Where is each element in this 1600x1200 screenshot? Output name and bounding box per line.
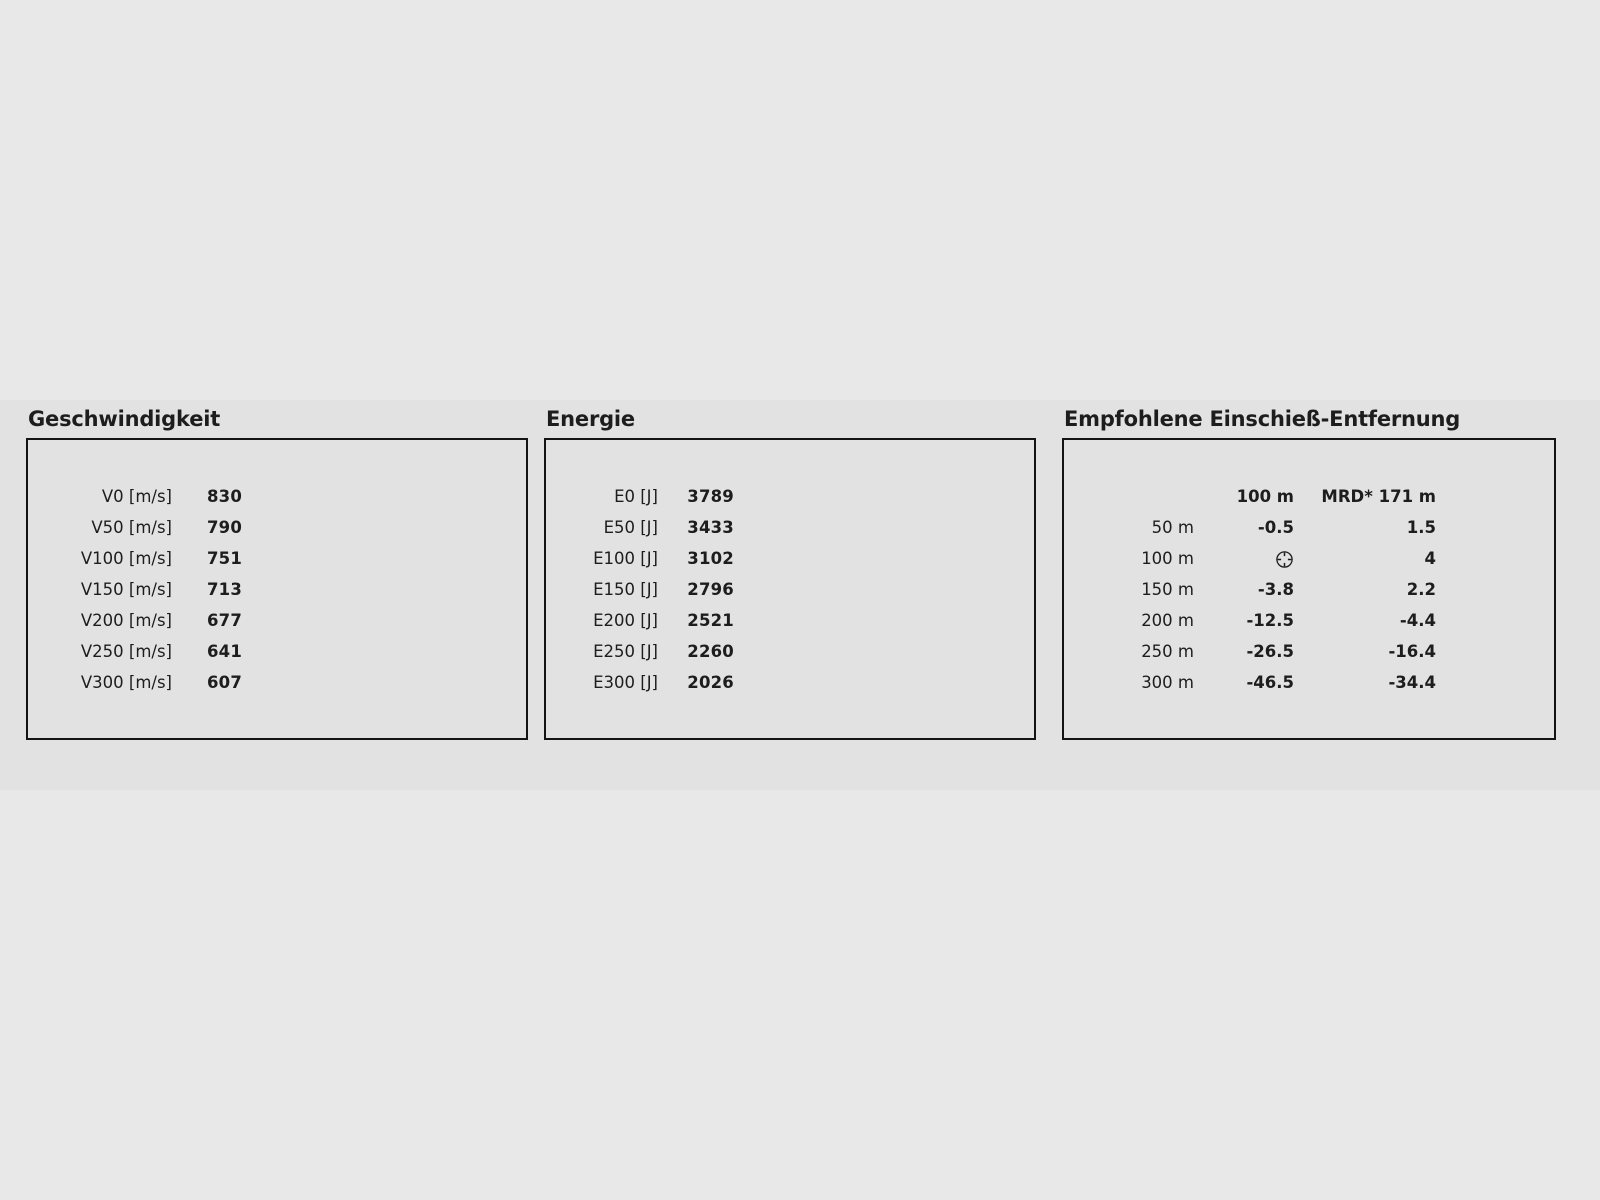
velocity-table-body: V0 [m/s] 830 V50 [m/s] 790 V100 [m/s] 75… (68, 481, 242, 698)
velocity-value: 641 (206, 642, 242, 661)
zero-100m-value: -46.5 (1246, 673, 1294, 692)
panel-energy-title: Energie (546, 407, 635, 431)
crosshair-icon (1275, 550, 1294, 569)
zero-distance-label: 200 m (1141, 611, 1194, 630)
table-row: V100 [m/s] 751 (68, 543, 242, 574)
table-row: E250 [J] 2260 (558, 636, 734, 667)
zero-distance-table-head: 100 m MRD* 171 m (1094, 481, 1436, 512)
zero-header-mrd: MRD* 171 m (1321, 487, 1436, 506)
velocity-value: 677 (206, 611, 242, 630)
zero-100m-value: -0.5 (1257, 518, 1294, 537)
velocity-table: V0 [m/s] 830 V50 [m/s] 790 V100 [m/s] 75… (68, 481, 242, 698)
table-row: E0 [J] 3789 (558, 481, 734, 512)
table-row: E50 [J] 3433 (558, 512, 734, 543)
energy-label: E50 [J] (603, 518, 658, 537)
velocity-value: 713 (206, 580, 242, 599)
velocity-value: 607 (206, 673, 242, 692)
energy-value: 3433 (687, 518, 734, 537)
energy-value: 2260 (687, 642, 734, 661)
zero-distance-label: 250 m (1141, 642, 1194, 661)
zero-mrd-value: -4.4 (1399, 611, 1436, 630)
panel-velocity: Geschwindigkeit V0 [m/s] 830 V50 [m/s] 7… (26, 400, 528, 740)
velocity-label: V150 [m/s] (80, 580, 172, 599)
energy-label: E100 [J] (593, 549, 658, 568)
velocity-label: V0 [m/s] (101, 487, 172, 506)
table-row: V50 [m/s] 790 (68, 512, 242, 543)
zero-mrd-value: 1.5 (1406, 518, 1436, 537)
panel-energy-box: E0 [J] 3789 E50 [J] 3433 E100 [J] 3102 E… (544, 438, 1036, 740)
zero-distance-label: 50 m (1151, 518, 1194, 537)
ballistics-data-band: Geschwindigkeit V0 [m/s] 830 V50 [m/s] 7… (0, 400, 1600, 790)
zero-100m-value (1194, 543, 1294, 574)
energy-label: E0 [J] (614, 487, 658, 506)
energy-table: E0 [J] 3789 E50 [J] 3433 E100 [J] 3102 E… (558, 481, 734, 698)
table-row: 200 m -12.5 -4.4 (1094, 605, 1436, 636)
panel-velocity-box: V0 [m/s] 830 V50 [m/s] 790 V100 [m/s] 75… (26, 438, 528, 740)
zero-mrd-value: -16.4 (1388, 642, 1436, 661)
panel-zero-distance-title: Empfohlene Einschieß-Entfernung (1064, 407, 1461, 431)
zero-mrd-value: 2.2 (1406, 580, 1436, 599)
panel-energy: Energie E0 [J] 3789 E50 [J] 3433 E100 [J… (544, 400, 1036, 740)
zero-distance-label: 300 m (1141, 673, 1194, 692)
zero-distance-label: 150 m (1141, 580, 1194, 599)
zero-100m-value: -12.5 (1246, 611, 1294, 630)
energy-value: 2026 (687, 673, 734, 692)
table-row: V150 [m/s] 713 (68, 574, 242, 605)
panel-zero-distance-box: 100 m MRD* 171 m 50 m -0.5 1.5 100 m (1062, 438, 1556, 740)
table-row: V300 [m/s] 607 (68, 667, 242, 698)
velocity-label: V100 [m/s] (80, 549, 172, 568)
velocity-label: V200 [m/s] (80, 611, 172, 630)
zero-mrd-value: -34.4 (1388, 673, 1436, 692)
panel-velocity-title: Geschwindigkeit (28, 407, 221, 431)
energy-value: 3102 (687, 549, 734, 568)
table-row: 100 m (1094, 543, 1436, 574)
zero-100m-value: -26.5 (1246, 642, 1294, 661)
table-row: V250 [m/s] 641 (68, 636, 242, 667)
zero-distance-label: 100 m (1141, 549, 1194, 568)
table-row: E150 [J] 2796 (558, 574, 734, 605)
zero-100m-value: -3.8 (1257, 580, 1294, 599)
energy-table-body: E0 [J] 3789 E50 [J] 3433 E100 [J] 3102 E… (558, 481, 734, 698)
energy-label: E200 [J] (593, 611, 658, 630)
table-row: E100 [J] 3102 (558, 543, 734, 574)
zero-header-100m: 100 m (1236, 487, 1294, 506)
zero-mrd-value: 4 (1424, 549, 1436, 568)
zero-header-distance (1094, 481, 1194, 512)
table-row: V0 [m/s] 830 (68, 481, 242, 512)
energy-value: 2796 (687, 580, 734, 599)
energy-label: E300 [J] (593, 673, 658, 692)
table-row: 250 m -26.5 -16.4 (1094, 636, 1436, 667)
velocity-label: V300 [m/s] (80, 673, 172, 692)
panel-zero-distance: Empfohlene Einschieß-Entfernung 100 m MR… (1062, 400, 1556, 740)
velocity-value: 790 (206, 518, 242, 537)
table-row: E300 [J] 2026 (558, 667, 734, 698)
zero-distance-table: 100 m MRD* 171 m 50 m -0.5 1.5 100 m (1094, 481, 1436, 698)
energy-value: 2521 (687, 611, 734, 630)
velocity-value: 830 (206, 487, 242, 506)
velocity-label: V50 [m/s] (91, 518, 172, 537)
energy-label: E150 [J] (593, 580, 658, 599)
zero-distance-table-body: 50 m -0.5 1.5 100 m (1094, 512, 1436, 698)
velocity-label: V250 [m/s] (80, 642, 172, 661)
table-row: 150 m -3.8 2.2 (1094, 574, 1436, 605)
table-header-row: 100 m MRD* 171 m (1094, 481, 1436, 512)
table-row: 50 m -0.5 1.5 (1094, 512, 1436, 543)
table-row: V200 [m/s] 677 (68, 605, 242, 636)
velocity-value: 751 (206, 549, 242, 568)
table-row: E200 [J] 2521 (558, 605, 734, 636)
energy-label: E250 [J] (593, 642, 658, 661)
energy-value: 3789 (687, 487, 734, 506)
table-row: 300 m -46.5 -34.4 (1094, 667, 1436, 698)
